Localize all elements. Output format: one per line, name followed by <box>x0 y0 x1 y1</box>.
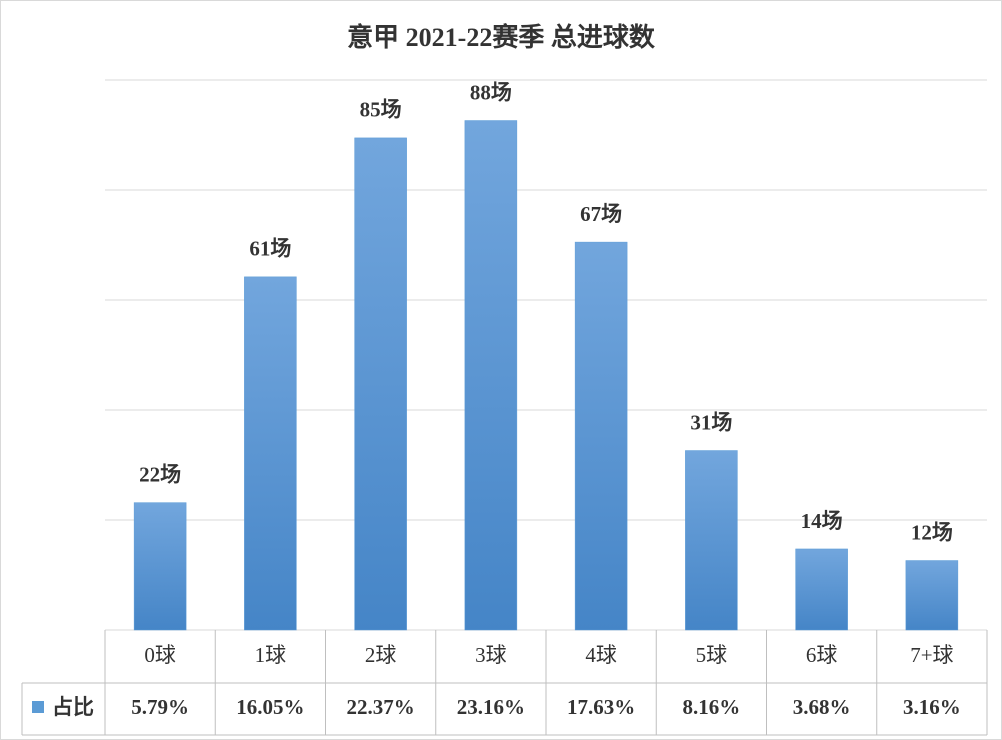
x-tick-label: 4球 <box>585 643 617 667</box>
x-tick-label: 7+球 <box>910 643 953 667</box>
x-tick-label: 3球 <box>475 643 507 667</box>
bar <box>905 560 959 631</box>
data-label: 22场 <box>139 462 181 486</box>
data-label: 88场 <box>470 80 512 104</box>
table-value: 8.16% <box>683 695 741 719</box>
legend-swatch <box>32 701 44 713</box>
table-value: 3.68% <box>793 695 851 719</box>
table-value: 23.16% <box>457 695 525 719</box>
bar <box>133 502 187 631</box>
data-label: 61场 <box>249 237 291 261</box>
data-label: 67场 <box>580 202 622 226</box>
data-label: 31场 <box>690 410 732 434</box>
chart-title: 意甲 2021-22赛季 总进球数 <box>347 22 656 52</box>
x-tick-label: 5球 <box>696 643 728 667</box>
bar <box>685 450 738 631</box>
data-label: 14场 <box>801 509 843 533</box>
x-tick-label: 6球 <box>806 643 838 667</box>
bar <box>354 137 407 631</box>
table-value: 16.05% <box>236 695 304 719</box>
table-value: 5.79% <box>131 695 189 719</box>
data-label: 85场 <box>360 98 402 122</box>
table-value: 22.37% <box>347 695 415 719</box>
x-tick-label: 0球 <box>144 643 176 667</box>
bar <box>574 241 628 631</box>
bar <box>464 120 518 631</box>
table-value: 3.16% <box>903 695 961 719</box>
bar <box>244 276 297 631</box>
data-label: 12场 <box>911 520 953 544</box>
x-tick-label: 2球 <box>365 643 397 667</box>
table-value: 17.63% <box>567 695 635 719</box>
bar <box>795 548 848 631</box>
x-tick-label: 1球 <box>255 643 287 667</box>
legend-label: 占比 <box>52 695 94 719</box>
